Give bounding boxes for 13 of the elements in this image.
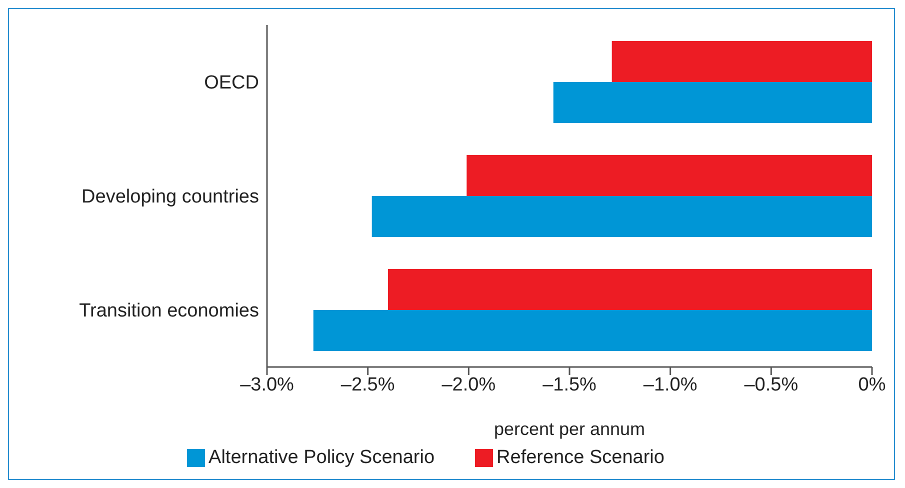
y-tick-label: OECD: [204, 72, 259, 94]
y-tick-label: Transition economies: [79, 300, 259, 322]
x-tick-label: 0%: [858, 374, 886, 396]
x-tick-label: –3.0%: [240, 374, 294, 396]
y-tick-label: Developing countries: [82, 186, 259, 208]
x-tick-label: –2.0%: [442, 374, 496, 396]
x-axis-title: percent per annum: [494, 419, 646, 439]
x-tick-label: –1.5%: [542, 374, 597, 396]
x-tick-label: –2.5%: [340, 374, 395, 396]
x-tick-label: –0.5%: [744, 374, 798, 396]
legend-label: Reference Scenario: [496, 447, 664, 468]
legend-label: Alternative Policy Scenario: [208, 447, 435, 468]
x-tick-label: –1.0%: [643, 374, 698, 396]
